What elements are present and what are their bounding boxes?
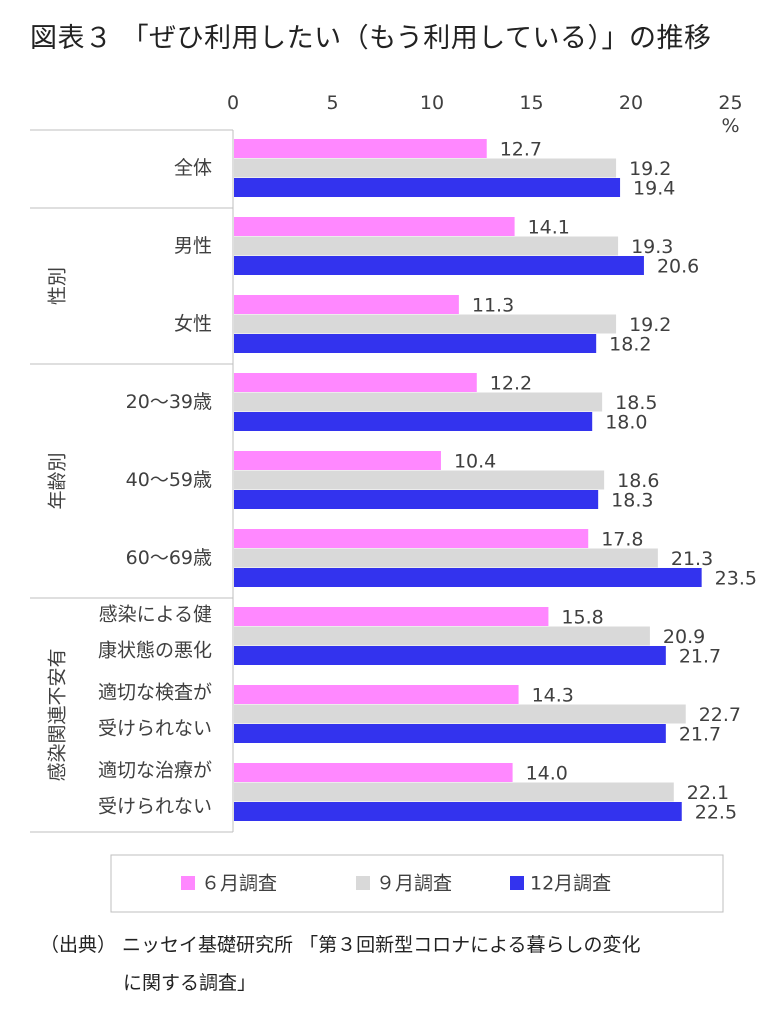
x-tick-label: 5 — [326, 92, 338, 114]
x-tick-label: 20 — [619, 92, 643, 114]
bar-dec — [234, 334, 597, 353]
data-label: 14.3 — [532, 684, 574, 706]
bar-jun — [234, 373, 477, 392]
category-label: 女性 — [174, 313, 212, 335]
bar-chart: 0 5 10 15 20 25%性別年齢別感染関連不安有全体12.719.219.4男性1… — [30, 92, 757, 913]
bar-sep — [234, 470, 605, 490]
category-label-line1: 適切な治療が — [98, 760, 212, 782]
bar-sep — [234, 626, 650, 646]
x-tick-label: 10 — [420, 92, 444, 114]
bar-jun — [234, 295, 459, 314]
legend-swatch — [356, 876, 370, 890]
group-label: 年齢別 — [47, 452, 69, 509]
legend-swatch — [510, 876, 524, 890]
bar-sep — [234, 782, 674, 802]
data-label: 14.0 — [526, 762, 568, 784]
bar-dec — [234, 256, 644, 275]
bar-jun — [234, 763, 513, 782]
category-label-line1: 感染による健 — [99, 604, 212, 626]
category-label-line2: 受けられない — [98, 718, 212, 740]
category-label-line2: 康状態の悪化 — [98, 640, 212, 662]
bar-dec — [234, 490, 599, 509]
data-label: 20.6 — [657, 255, 699, 277]
category-label: 40～59歳 — [126, 469, 212, 491]
x-tick-label: 0 — [227, 92, 239, 114]
data-label: 21.7 — [679, 723, 721, 745]
data-label: 22.5 — [695, 801, 737, 823]
legend-box — [110, 854, 724, 913]
legend-label: ６月調査 — [201, 873, 277, 895]
data-label: 19.2 — [629, 314, 671, 336]
category-label: 全体 — [174, 157, 212, 179]
bar-dec — [234, 568, 702, 587]
group-label: 感染関連不安有 — [47, 648, 69, 781]
bar-dec — [234, 178, 621, 197]
data-label: 10.4 — [454, 450, 496, 472]
category-label-line1: 適切な検査が — [98, 682, 212, 704]
bar-jun — [234, 139, 487, 158]
bar-dec — [234, 412, 593, 431]
bar-jun — [234, 607, 549, 626]
data-label: 15.8 — [561, 606, 603, 628]
data-label: 12.2 — [490, 372, 532, 394]
data-label: 21.3 — [671, 548, 713, 570]
bar-jun — [234, 217, 515, 236]
data-label: 17.8 — [601, 528, 643, 550]
data-label: 23.5 — [715, 567, 757, 589]
data-label: 18.3 — [611, 489, 653, 511]
chart-title: 図表３ 「ぜひ利用したい（もう利用している）」の推移 — [30, 23, 712, 54]
data-label: 12.7 — [500, 138, 542, 160]
bar-dec — [234, 646, 666, 665]
x-tick-label: 15 — [519, 92, 543, 114]
data-label: 19.4 — [633, 177, 675, 199]
data-label: 21.7 — [679, 645, 721, 667]
category-label-line2: 受けられない — [98, 796, 212, 818]
bar-sep — [234, 704, 686, 724]
group-label: 性別 — [47, 267, 69, 305]
data-label: 19.3 — [631, 236, 673, 258]
legend-label: 12月調査 — [530, 873, 611, 895]
category-label: 60～69歳 — [126, 547, 212, 569]
data-label: 18.5 — [615, 392, 657, 414]
bar-sep — [234, 392, 603, 412]
legend-swatch — [181, 876, 195, 890]
bar-sep — [234, 158, 617, 178]
bar-dec — [234, 802, 682, 821]
data-label: 18.6 — [617, 470, 659, 492]
data-label: 11.3 — [472, 294, 514, 316]
bar-jun — [234, 529, 589, 548]
data-label: 18.2 — [609, 333, 651, 355]
data-label: 18.0 — [605, 411, 647, 433]
data-label: 22.7 — [699, 704, 741, 726]
x-tick-label: 25 — [718, 92, 742, 114]
category-label: 男性 — [174, 235, 212, 257]
bar-jun — [234, 685, 519, 704]
bar-sep — [234, 548, 658, 568]
bar-sep — [234, 236, 619, 256]
data-label: 20.9 — [663, 626, 705, 648]
source-note-continued: に関する調査」 — [123, 972, 257, 994]
x-axis-unit: % — [721, 115, 739, 137]
data-label: 22.1 — [687, 782, 729, 804]
category-label: 20～39歳 — [126, 391, 212, 413]
source-note: （出典） ニッセイ基礎研究所 「第３回新型コロナによる暮らしの変化 — [40, 934, 641, 956]
legend-label: ９月調査 — [376, 873, 452, 895]
bar-dec — [234, 724, 666, 743]
data-label: 14.1 — [528, 216, 570, 238]
data-label: 19.2 — [629, 158, 671, 180]
bar-sep — [234, 314, 617, 334]
bar-jun — [234, 451, 441, 470]
